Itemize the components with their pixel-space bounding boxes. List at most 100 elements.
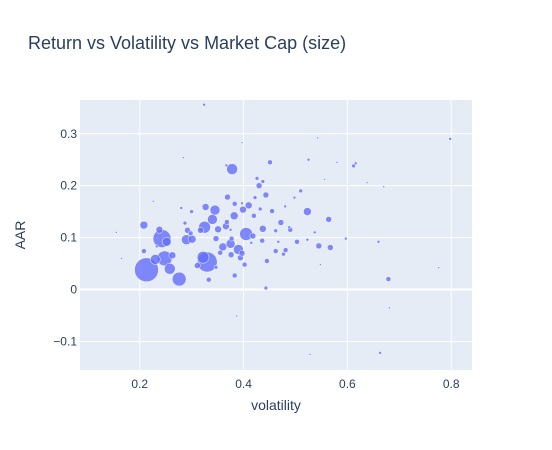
data-point[interactable] [168,251,177,260]
data-point[interactable] [255,182,263,189]
data-point[interactable] [382,185,385,188]
data-point[interactable] [264,258,270,264]
data-point[interactable] [161,237,172,247]
data-point[interactable] [315,242,323,250]
data-point[interactable] [164,263,176,275]
data-point[interactable] [141,248,147,254]
data-point[interactable] [305,237,310,242]
data-point[interactable] [207,214,218,225]
data-point[interactable] [217,249,223,256]
data-point[interactable] [231,201,238,207]
data-point[interactable] [179,206,183,210]
data-point[interactable] [251,213,257,219]
data-point[interactable] [287,225,291,229]
data-point[interactable] [312,230,317,235]
data-point[interactable] [388,306,391,309]
data-point[interactable] [139,220,149,230]
data-point[interactable] [239,205,247,214]
data-point[interactable] [238,249,246,257]
data-point[interactable] [319,263,322,266]
data-point[interactable] [252,195,258,200]
data-point[interactable] [325,216,332,223]
data-point[interactable] [226,163,238,175]
data-point[interactable] [344,236,348,241]
data-point[interactable] [249,232,257,240]
data-point[interactable] [277,219,285,226]
data-point[interactable] [231,272,238,279]
data-point[interactable] [206,276,212,283]
data-point[interactable] [209,204,221,216]
data-point[interactable] [228,235,235,242]
data-point[interactable] [283,204,287,209]
data-point[interactable] [189,209,194,214]
data-point[interactable] [282,247,289,253]
data-point[interactable] [213,264,219,270]
data-point[interactable] [214,225,222,234]
data-point[interactable] [281,251,286,257]
data-point[interactable] [316,136,320,140]
data-point[interactable] [259,237,265,244]
data-point[interactable] [244,201,253,210]
data-point[interactable] [212,235,220,242]
data-point[interactable] [262,191,270,199]
data-point[interactable] [254,176,260,181]
data-point[interactable] [228,228,233,232]
data-point[interactable] [378,351,382,355]
data-point[interactable] [240,201,244,206]
data-point[interactable] [197,227,204,234]
data-point[interactable] [276,240,281,244]
data-point[interactable] [448,137,452,141]
data-point[interactable] [229,211,239,221]
data-point[interactable] [241,261,248,268]
data-point[interactable] [224,219,230,225]
data-point[interactable] [235,314,239,318]
data-point[interactable] [260,179,266,184]
data-point[interactable] [259,225,267,233]
data-point[interactable] [194,262,201,269]
data-point[interactable] [224,163,229,168]
data-point[interactable] [182,156,185,159]
data-point[interactable] [202,102,206,107]
data-points[interactable] [115,102,452,356]
data-point[interactable] [308,353,312,356]
data-point[interactable] [306,157,311,162]
data-point[interactable] [267,159,273,166]
data-point[interactable] [353,161,358,166]
data-point[interactable] [182,220,188,226]
data-point[interactable] [365,181,369,184]
data-point[interactable] [385,276,392,282]
data-point[interactable] [171,271,187,287]
data-point[interactable] [115,231,118,234]
data-point[interactable] [351,163,356,169]
data-point[interactable] [240,141,244,144]
data-point[interactable] [120,257,123,260]
data-point[interactable] [272,248,279,254]
data-point[interactable] [249,241,254,245]
data-point[interactable] [437,266,441,269]
data-point[interactable] [335,161,339,164]
data-point[interactable] [155,244,159,249]
data-point[interactable] [224,193,231,201]
data-point[interactable] [294,239,300,245]
data-point[interactable] [292,195,297,200]
data-point[interactable] [273,228,278,234]
data-point[interactable] [196,251,210,264]
data-point[interactable] [263,285,269,291]
data-point[interactable] [257,206,263,212]
data-point[interactable] [327,244,334,251]
data-point[interactable] [376,240,381,244]
data-point[interactable] [150,254,161,265]
data-point[interactable] [151,200,155,203]
data-point[interactable] [227,251,235,258]
data-point[interactable] [323,178,326,181]
data-point[interactable] [187,234,197,244]
data-point[interactable] [218,242,228,252]
data-point[interactable] [187,230,194,237]
data-point[interactable] [303,207,312,216]
data-point[interactable] [201,203,210,211]
y-tick-label: 0.1 [60,231,77,245]
data-point[interactable] [155,226,164,234]
data-point[interactable] [269,208,275,214]
data-point[interactable] [298,188,303,194]
